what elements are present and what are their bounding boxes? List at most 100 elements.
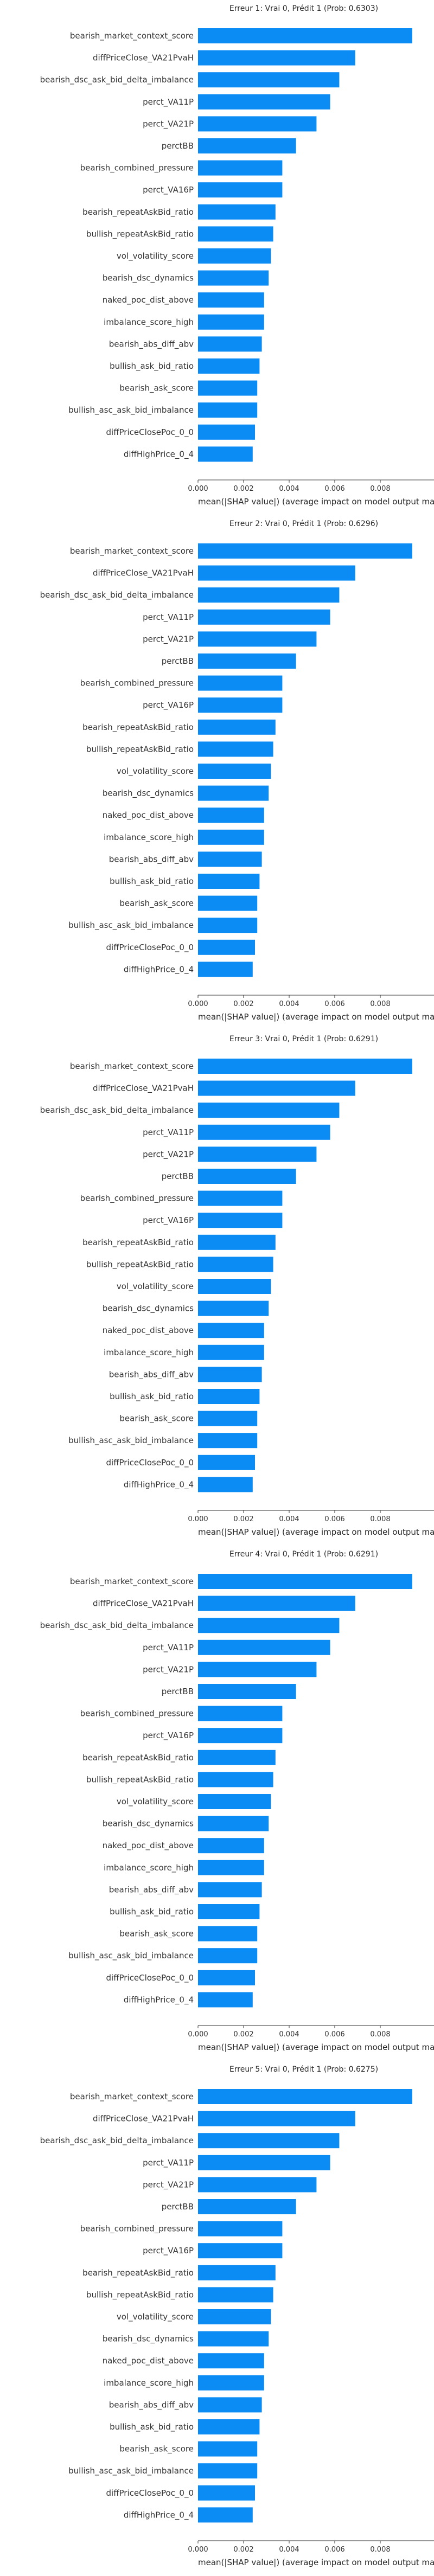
bar [198, 2353, 264, 2369]
category-label: bullish_ask_bid_ratio [110, 2422, 194, 2432]
bar [198, 1970, 255, 1985]
bar [198, 1344, 264, 1360]
category-label: bearish_market_context_score [70, 31, 194, 41]
category-label: bearish_abs_diff_abv [109, 339, 194, 349]
bar [198, 2397, 262, 2413]
category-label: naked_poc_dist_above [103, 810, 194, 821]
bar [198, 116, 317, 132]
bar [198, 1728, 283, 1744]
bar [198, 1948, 258, 1964]
x-tick-label: 0.000 [188, 1000, 208, 1008]
x-tick-label: 0.002 [233, 1515, 253, 1523]
bar [198, 1059, 412, 1074]
bar [198, 2177, 317, 2193]
category-label: diffHighPrice_0_4 [124, 2510, 194, 2520]
bar [198, 2221, 283, 2237]
category-label: bearish_abs_diff_abv [109, 1885, 194, 1895]
category-label: bearish_combined_pressure [80, 678, 194, 689]
bar [198, 2507, 253, 2523]
category-label: bearish_abs_diff_abv [109, 2400, 194, 2410]
category-label: perct_VA11P [143, 612, 194, 623]
bar [198, 1411, 258, 1426]
category-label: perctBB [162, 656, 194, 666]
x-tick-label: 0.006 [324, 2030, 344, 2039]
x-axis-label: mean(|SHAP value|) (average impact on mo… [198, 1012, 434, 1022]
bar [198, 1706, 283, 1721]
bar [198, 1124, 330, 1140]
category-label: bullish_ask_bid_ratio [110, 1907, 194, 1917]
bar [198, 72, 340, 88]
category-label: bullish_asc_ask_bid_imbalance [68, 405, 194, 415]
category-label: bullish_repeatAskBid_ratio [86, 744, 194, 754]
x-tick-label: 0.008 [370, 485, 390, 493]
category-label: perct_VA21P [143, 1664, 194, 1675]
category-label: bullish_ask_bid_ratio [110, 1392, 194, 1402]
category-label: bearish_market_context_score [70, 1061, 194, 1072]
bar [198, 1213, 283, 1228]
category-label: perctBB [162, 1171, 194, 1181]
category-label: perct_VA11P [143, 1643, 194, 1653]
category-label: bearish_ask_score [119, 383, 194, 394]
x-axis-label: mean(|SHAP value|) (average impact on mo… [198, 497, 434, 507]
bar [198, 1300, 269, 1316]
bar [198, 565, 355, 581]
chart-panel-1: Erreur 1: Vrai 0, Prédit 1 (Prob: 0.6303… [40, 4, 434, 507]
bar [198, 182, 283, 198]
category-label: bullish_asc_ask_bid_imbalance [68, 2466, 194, 2476]
bar [198, 719, 276, 735]
bar [198, 2243, 283, 2259]
bar [198, 358, 260, 374]
category-label: bearish_combined_pressure [80, 163, 194, 174]
category-label: bullish_repeatAskBid_ratio [86, 1774, 194, 1785]
bar [198, 918, 258, 933]
category-label: vol_volatility_score [117, 251, 194, 261]
bar [198, 160, 283, 176]
category-label: diffHighPrice_0_4 [124, 1995, 194, 2005]
chart-panel-5: Erreur 5: Vrai 0, Prédit 1 (Prob: 0.6275… [40, 2065, 434, 2567]
bar [198, 1794, 271, 1809]
bar [198, 609, 330, 625]
bar [198, 1662, 317, 1677]
bar [198, 2155, 330, 2170]
category-label: perct_VA11P [143, 2158, 194, 2168]
bar [198, 2111, 355, 2126]
bar [198, 1574, 412, 1589]
bar [198, 1860, 264, 1875]
category-label: bearish_abs_diff_abv [109, 854, 194, 864]
category-label: bullish_repeatAskBid_ratio [86, 1259, 194, 1270]
category-label: vol_volatility_score [117, 766, 194, 777]
category-label: bearish_repeatAskBid_ratio [82, 1238, 194, 1248]
bar [198, 1323, 264, 1338]
chart-panel-3: Erreur 3: Vrai 0, Prédit 1 (Prob: 0.6291… [40, 1035, 434, 1537]
category-label: bearish_repeatAskBid_ratio [82, 2268, 194, 2278]
category-label: bearish_dsc_ask_bid_delta_imbalance [40, 1620, 194, 1631]
bar [198, 741, 273, 757]
bar [198, 1257, 273, 1272]
category-label: vol_volatility_score [117, 1281, 194, 1292]
category-label: imbalance_score_high [104, 2378, 194, 2388]
bar [198, 962, 253, 977]
bar [198, 1169, 296, 1184]
bar [198, 587, 340, 603]
bar [198, 785, 269, 801]
bar [198, 808, 264, 823]
category-label: bullish_asc_ask_bid_imbalance [68, 1951, 194, 1961]
category-label: bearish_dsc_dynamics [103, 1819, 194, 1829]
category-label: imbalance_score_high [104, 1863, 194, 1873]
category-label: bearish_market_context_score [70, 1577, 194, 1587]
bar [198, 1926, 258, 1941]
category-label: diffHighPrice_0_4 [124, 449, 194, 459]
bar [198, 1477, 253, 1492]
x-tick-label: 0.002 [233, 1000, 253, 1008]
category-label: diffPriceClose_VA21PvaH [93, 1084, 194, 1094]
category-label: bearish_ask_score [119, 1929, 194, 1939]
bar [198, 402, 258, 418]
bar [198, 204, 276, 220]
category-label: imbalance_score_high [104, 832, 194, 843]
category-label: bearish_market_context_score [70, 546, 194, 556]
category-label: bearish_combined_pressure [80, 1709, 194, 1719]
category-label: perct_VA16P [143, 2246, 194, 2256]
category-label: bearish_dsc_dynamics [103, 789, 194, 799]
bar [198, 1279, 271, 1294]
